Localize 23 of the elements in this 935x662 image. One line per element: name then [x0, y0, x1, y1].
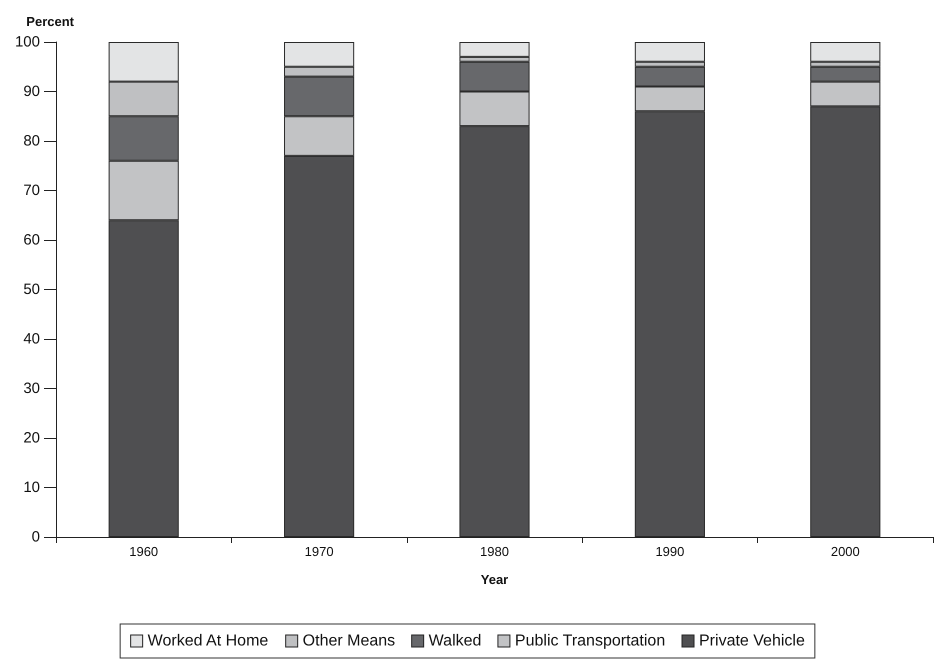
x-tick-label: 2000 [830, 544, 860, 559]
legend-label: Worked At Home [148, 632, 268, 650]
y-tick-label: 30 [23, 380, 40, 397]
y-tick-label: 100 [14, 34, 40, 50]
legend-label: Public Transportation [514, 632, 666, 650]
y-tick-label: 20 [23, 430, 40, 446]
y-tick-label: 60 [23, 232, 40, 248]
y-tick-label: 10 [23, 479, 40, 496]
legend-label: Private Vehicle [699, 632, 805, 650]
legend-label: Walked [428, 632, 482, 650]
y-tick-label: 70 [23, 182, 40, 199]
x-tick-label: 1990 [655, 544, 684, 559]
x-tick-label: 1980 [480, 544, 509, 559]
y-tick-label: 0 [32, 528, 40, 546]
y-tick-label: 40 [23, 330, 40, 348]
y-tick-label: 50 [23, 281, 40, 298]
x-tick-label: 1970 [304, 544, 334, 559]
x-axis-title: Year [480, 572, 508, 587]
y-tick-label: 90 [23, 83, 40, 100]
y-tick-label: 80 [23, 132, 40, 150]
x-tick-label: 1960 [129, 544, 158, 559]
legend-label: Other Means [302, 632, 396, 650]
y-axis-title: Percent [26, 14, 75, 29]
